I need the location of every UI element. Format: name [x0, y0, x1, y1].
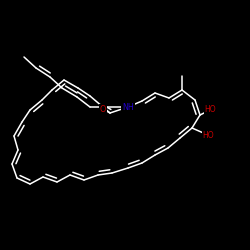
Text: HO: HO — [204, 106, 216, 114]
Text: HO: HO — [202, 130, 214, 140]
Text: O: O — [100, 104, 106, 114]
Text: NH: NH — [122, 102, 134, 112]
